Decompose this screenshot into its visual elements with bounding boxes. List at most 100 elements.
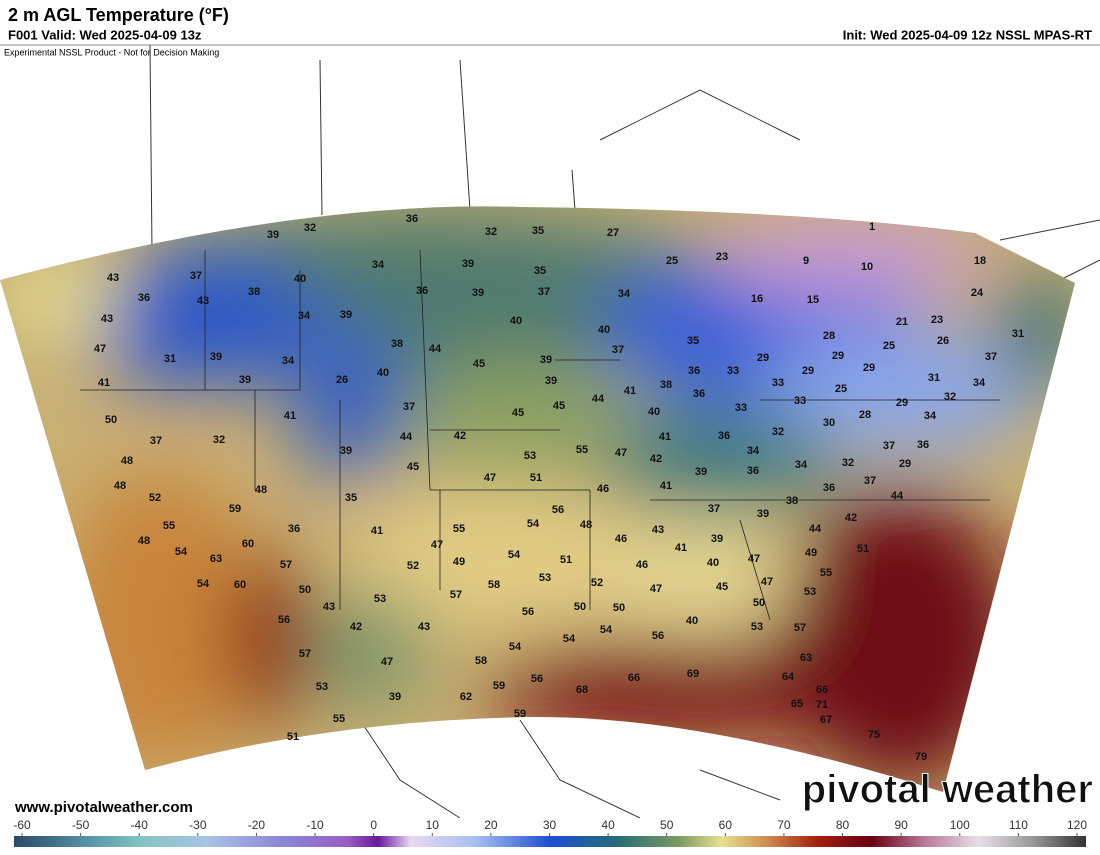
station-temp: 43 — [418, 621, 430, 633]
station-temp: 43 — [107, 272, 119, 284]
station-temp: 41 — [659, 431, 671, 443]
station-temp: 36 — [138, 292, 150, 304]
station-temp: 39 — [389, 691, 401, 703]
station-temp: 34 — [282, 355, 295, 367]
station-temp: 24 — [971, 287, 984, 299]
station-temp: 29 — [899, 458, 911, 470]
station-temp: 48 — [121, 455, 133, 467]
station-temp: 43 — [652, 524, 664, 536]
station-temp: 66 — [816, 684, 828, 696]
station-temp: 48 — [580, 519, 592, 531]
station-temp: 60 — [234, 579, 246, 591]
station-temp: 1 — [869, 221, 875, 233]
state-borders — [80, 249, 1000, 621]
station-temp: 37 — [708, 503, 720, 515]
station-temp: 38 — [660, 379, 672, 391]
station-temp: 25 — [883, 340, 895, 352]
station-temp: 27 — [607, 227, 619, 239]
station-temp: 46 — [597, 483, 609, 495]
colorbar-tick-label: 30 — [543, 818, 557, 832]
station-temp: 36 — [718, 430, 730, 442]
station-temp: 65 — [791, 698, 803, 710]
station-temp: 37 — [883, 440, 895, 452]
colorbar-tick-label: -60 — [13, 818, 31, 832]
station-temp: 42 — [845, 512, 857, 524]
station-temp: 54 — [508, 549, 521, 561]
station-temp: 9 — [803, 255, 809, 267]
station-temp: 36 — [406, 213, 418, 225]
station-temp: 55 — [576, 444, 588, 456]
station-temp: 34 — [973, 377, 986, 389]
colorbar-tick-label: 60 — [719, 818, 733, 832]
station-temp: 79 — [915, 751, 927, 763]
station-temp: 32 — [485, 226, 497, 238]
station-temp: 39 — [757, 508, 769, 520]
station-temp: 55 — [163, 520, 175, 532]
station-temp: 38 — [248, 286, 260, 298]
station-temp: 55 — [453, 523, 465, 535]
station-temp: 34 — [618, 288, 631, 300]
station-temp: 39 — [711, 533, 723, 545]
station-temp: 54 — [175, 546, 188, 558]
station-temp: 58 — [475, 655, 487, 667]
station-temp: 28 — [823, 330, 835, 342]
station-temp: 33 — [735, 402, 747, 414]
station-temp: 41 — [98, 377, 110, 389]
station-temp: 41 — [284, 410, 296, 422]
station-temp: 54 — [563, 633, 576, 645]
station-temp: 42 — [350, 621, 362, 633]
station-temp: 32 — [842, 457, 854, 469]
station-temp: 41 — [371, 525, 383, 537]
station-temp: 35 — [687, 335, 699, 347]
station-temp: 39 — [545, 375, 557, 387]
station-temp: 40 — [598, 324, 610, 336]
station-temp: 29 — [863, 362, 875, 374]
station-temp: 52 — [149, 492, 161, 504]
station-temp: 40 — [294, 273, 306, 285]
url: www.pivotalweather.com — [14, 799, 193, 816]
title: 2 m AGL Temperature (°F) — [8, 5, 229, 25]
station-temp: 41 — [660, 480, 672, 492]
station-temp: 59 — [493, 680, 505, 692]
station-temp: 75 — [868, 729, 880, 741]
disclaimer: Experimental NSSL Product - Not for Deci… — [4, 47, 219, 57]
station-temp: 29 — [896, 397, 908, 409]
station-temp: 37 — [190, 270, 202, 282]
station-temp: 34 — [298, 310, 311, 322]
colorbar-tick-label: -20 — [248, 818, 266, 832]
station-temp: 40 — [377, 367, 389, 379]
colorbar-tick-label: 20 — [484, 818, 498, 832]
station-temp: 16 — [751, 293, 763, 305]
station-temp: 56 — [531, 673, 543, 685]
colorbar-tick-label: -50 — [72, 818, 90, 832]
station-temp: 28 — [859, 409, 871, 421]
station-temp: 39 — [472, 287, 484, 299]
station-temp: 50 — [753, 597, 765, 609]
station-temp: 31 — [164, 353, 176, 365]
station-temp: 35 — [345, 492, 357, 504]
valid-time: F001 Valid: Wed 2025-04-09 13z — [8, 27, 202, 42]
station-temp: 43 — [197, 295, 209, 307]
station-temp: 58 — [488, 579, 500, 591]
colorbar-tick-label: -40 — [131, 818, 149, 832]
station-temp: 42 — [454, 430, 466, 442]
station-temp: 49 — [453, 556, 465, 568]
station-temp: 50 — [574, 601, 586, 613]
station-temp: 37 — [150, 435, 162, 447]
station-temp: 56 — [278, 614, 290, 626]
station-temp: 32 — [772, 426, 784, 438]
station-temp: 44 — [592, 393, 605, 405]
station-temp: 32 — [944, 391, 956, 403]
station-temp: 47 — [431, 539, 443, 551]
station-temp: 40 — [648, 406, 660, 418]
station-temp: 48 — [255, 484, 267, 496]
station-temp: 63 — [800, 652, 812, 664]
station-temp: 23 — [931, 314, 943, 326]
station-temp: 56 — [552, 504, 564, 516]
station-temp: 44 — [809, 523, 822, 535]
station-temp: 26 — [937, 335, 949, 347]
station-temp: 67 — [820, 714, 832, 726]
station-temp: 25 — [835, 383, 847, 395]
station-temp: 62 — [460, 691, 472, 703]
